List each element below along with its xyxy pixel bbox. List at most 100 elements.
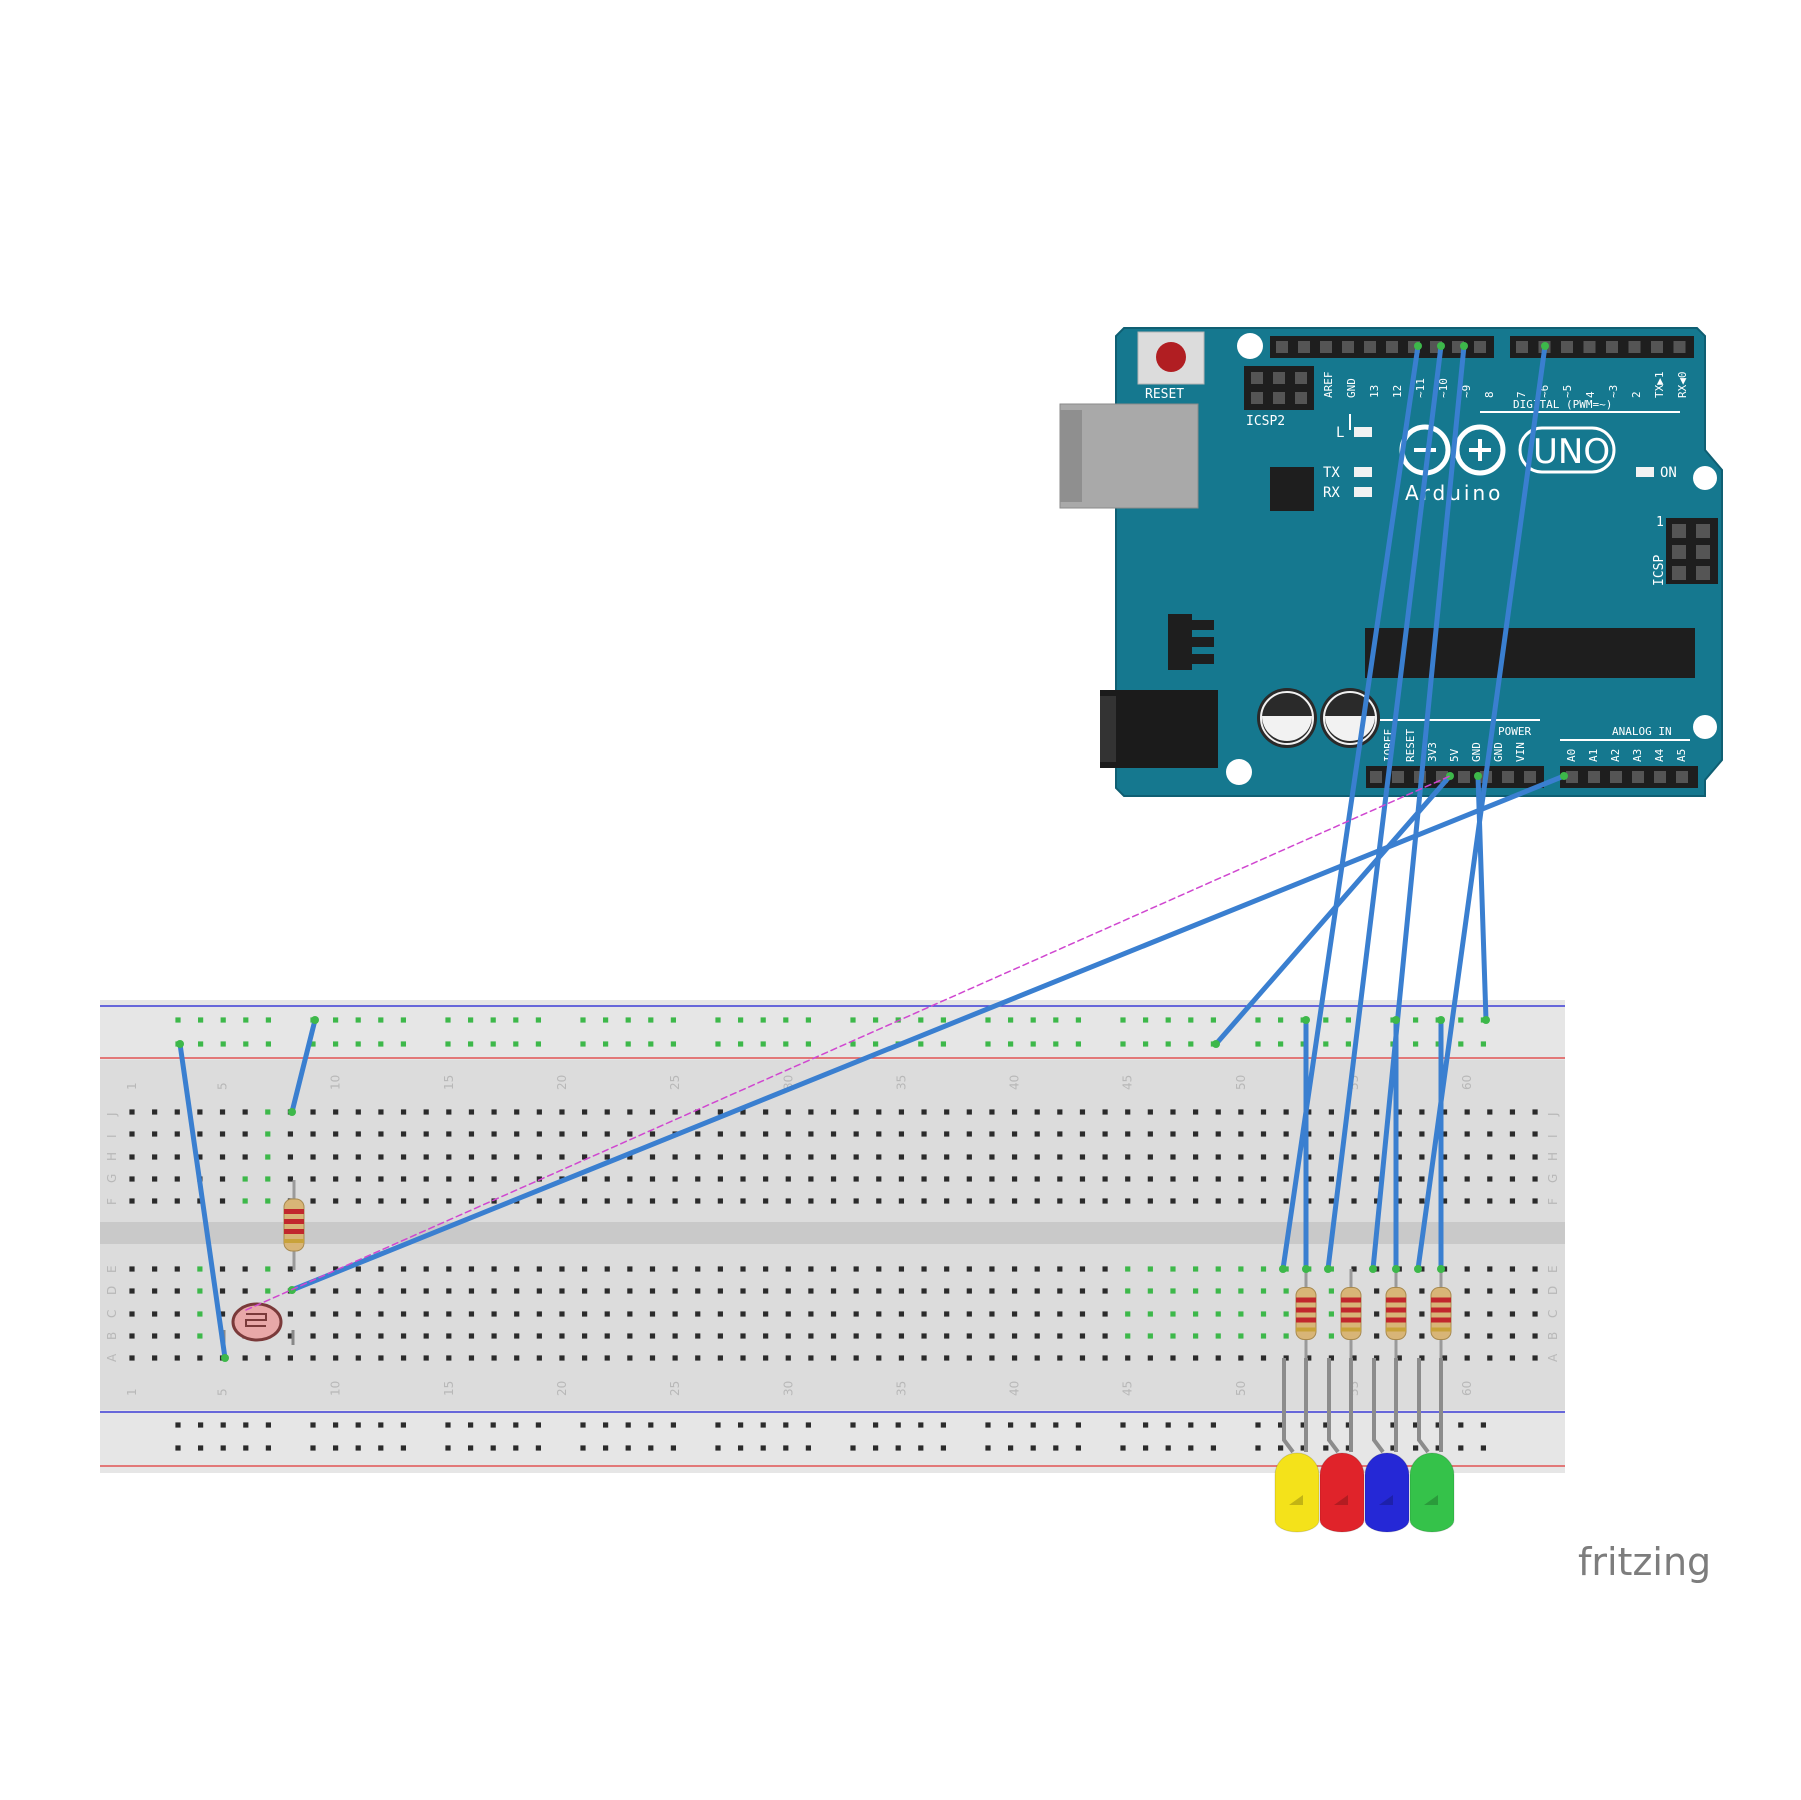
pin-label: TX▶1 <box>1653 372 1666 399</box>
breadboard-hole <box>873 1445 879 1451</box>
breadboard-hole <box>1351 1131 1357 1137</box>
breadboard-hole <box>695 1266 701 1272</box>
breadboard-hole <box>717 1154 723 1160</box>
breadboard-hole <box>1075 1041 1081 1047</box>
breadboard-hole <box>853 1288 859 1294</box>
breadboard-hole <box>1057 1311 1063 1317</box>
pin-label: 8 <box>1483 391 1496 398</box>
breadboard-hole <box>1374 1131 1380 1137</box>
column-number: 20 <box>555 1075 569 1090</box>
breadboard-hole <box>1030 1017 1036 1023</box>
breadboard-hole <box>625 1041 631 1047</box>
breadboard-hole <box>715 1041 721 1047</box>
breadboard-hole <box>740 1154 746 1160</box>
breadboard-hole <box>853 1333 859 1339</box>
breadboard-hole <box>805 1445 811 1451</box>
breadboard-hole <box>580 1445 586 1451</box>
breadboard-hole <box>1057 1198 1063 1204</box>
breadboard-hole <box>287 1154 294 1160</box>
breadboard-hole <box>1487 1288 1493 1294</box>
power-analog-pins <box>1370 771 1688 783</box>
breadboard-hole <box>1306 1198 1312 1204</box>
breadboard-hole <box>490 1445 496 1451</box>
breadboard-hole <box>1480 1041 1486 1047</box>
breadboard-hole <box>310 1154 316 1160</box>
breadboard-hole <box>1390 1445 1396 1451</box>
breadboard-hole <box>944 1311 950 1317</box>
breadboard-hole <box>672 1266 678 1272</box>
breadboard-hole <box>559 1355 565 1361</box>
breadboard-hole <box>536 1154 542 1160</box>
breadboard-hole <box>1215 1176 1221 1182</box>
breadboard-hole <box>672 1311 678 1317</box>
breadboard-hole <box>695 1333 701 1339</box>
breadboard-hole <box>310 1198 316 1204</box>
breadboard-hole <box>242 1355 248 1361</box>
breadboard-hole <box>1165 1017 1171 1023</box>
breadboard-hole <box>672 1288 678 1294</box>
breadboard-hole <box>378 1445 384 1451</box>
breadboard-hole <box>378 1355 384 1361</box>
breadboard-hole <box>1306 1131 1312 1137</box>
breadboard-hole <box>785 1266 791 1272</box>
wire-end <box>1482 1016 1490 1024</box>
ratsnest-line <box>245 775 1451 1311</box>
breadboard-hole <box>898 1355 905 1361</box>
breadboard-hole <box>740 1288 746 1294</box>
breadboard-hole <box>921 1355 927 1361</box>
breadboard-hole <box>423 1176 429 1182</box>
pin-label: RESET <box>1404 729 1417 762</box>
breadboard-hole <box>1057 1266 1063 1272</box>
breadboard-hole <box>898 1266 905 1272</box>
breadboard-hole <box>604 1176 610 1182</box>
breadboard-hole <box>940 1422 946 1428</box>
breadboard-hole <box>604 1355 610 1361</box>
breadboard-hole <box>850 1422 856 1428</box>
breadboard-hole <box>850 1041 856 1047</box>
jumper-wire <box>1325 343 1444 1272</box>
breadboard-hole <box>1509 1266 1516 1272</box>
breadboard-hole <box>333 1131 339 1137</box>
fritzing-brand: fritzing <box>1578 1540 1711 1584</box>
breadboard-hole <box>1351 1109 1357 1115</box>
row-letter: C <box>1546 1310 1560 1318</box>
breadboard-hole <box>129 1266 135 1272</box>
breadboard-hole <box>989 1266 995 1272</box>
breadboard-hole <box>580 1017 586 1023</box>
breadboard-hole <box>966 1288 972 1294</box>
wire-end <box>1414 342 1422 350</box>
breadboard-hole <box>604 1131 610 1137</box>
breadboard-hole <box>445 1422 451 1428</box>
breadboard-hole <box>1125 1176 1131 1182</box>
pin-label: 4 <box>1584 391 1597 398</box>
breadboard-hole <box>446 1154 452 1160</box>
breadboard-hole <box>400 1154 407 1160</box>
digital-pin <box>1342 341 1354 353</box>
resistor <box>1430 1269 1452 1358</box>
breadboard-hole <box>808 1288 814 1294</box>
jumper-wire <box>177 1041 228 1361</box>
breadboard-hole <box>355 1176 361 1182</box>
breadboard-hole <box>1215 1266 1221 1272</box>
breadboard-hole <box>695 1131 701 1137</box>
breadboard-hole <box>898 1198 905 1204</box>
breadboard-hole <box>446 1131 452 1137</box>
breadboard-hole <box>1283 1131 1289 1137</box>
dc-jack <box>1100 690 1218 768</box>
breadboard-hole <box>989 1176 995 1182</box>
breadboard-hole <box>310 1422 316 1428</box>
breadboard-hole <box>853 1355 859 1361</box>
breadboard-hole <box>129 1198 135 1204</box>
breadboard-hole <box>400 1355 407 1361</box>
breadboard-hole <box>198 1422 204 1428</box>
row-letter: I <box>1546 1134 1560 1138</box>
breadboard-hole <box>175 1422 181 1428</box>
breadboard-hole <box>1238 1154 1244 1160</box>
breadboard-hole <box>1079 1176 1086 1182</box>
pin-label: 2 <box>1630 391 1643 398</box>
breadboard-hole <box>1464 1288 1470 1294</box>
breadboard-hole <box>649 1355 656 1361</box>
breadboard-hole <box>1464 1333 1470 1339</box>
breadboard-hole <box>333 1266 339 1272</box>
breadboard-hole <box>738 1041 744 1047</box>
